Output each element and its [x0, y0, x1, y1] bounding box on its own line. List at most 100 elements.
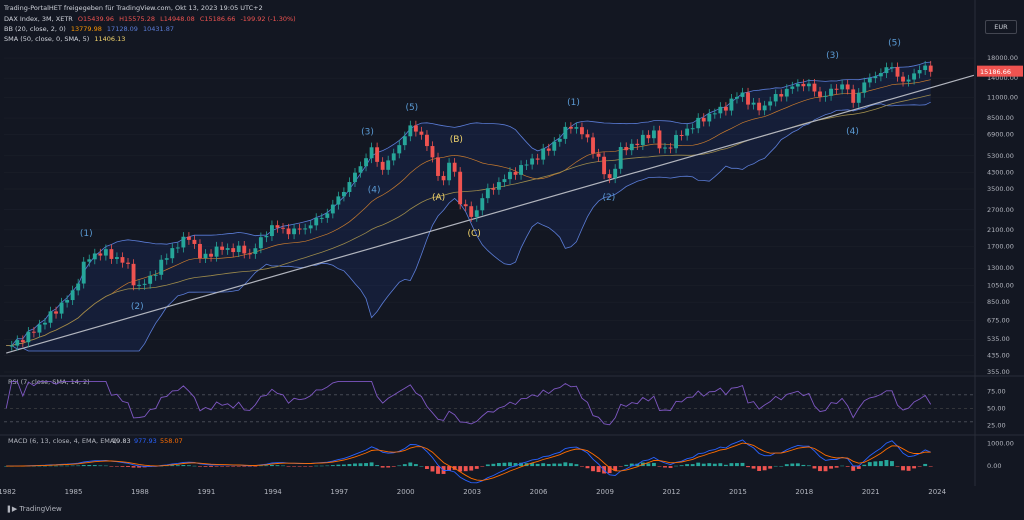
macd-histogram-bar: [657, 466, 662, 467]
candle-body: [867, 78, 872, 83]
macd-histogram-bar: [651, 462, 656, 467]
candle-body: [901, 76, 905, 82]
x-tick-label: 2021: [862, 488, 880, 496]
candle-body: [696, 117, 701, 129]
y-tick-label: 18000.00: [987, 54, 1018, 62]
candle-body: [413, 125, 418, 132]
y-tick-label: 355.00: [987, 368, 1010, 376]
candle-body: [508, 171, 512, 180]
macd-histogram-bar: [624, 464, 629, 467]
x-tick-label: 2015: [729, 488, 747, 496]
currency-button[interactable]: EUR: [985, 20, 1017, 34]
candle-body: [441, 175, 446, 181]
candle-body: [740, 92, 745, 97]
macd-histogram-bar: [795, 463, 800, 467]
candle-body: [408, 125, 413, 137]
symbol-name[interactable]: DAX Index, 3M, XETR: [4, 15, 73, 23]
candle-body: [380, 161, 385, 170]
candle-body: [369, 147, 374, 159]
macd-histogram-bar: [552, 463, 557, 467]
macd-histogram-bar: [845, 466, 850, 467]
candle-body: [242, 245, 247, 254]
candle-body: [447, 162, 452, 181]
candle-body: [928, 65, 933, 72]
candle-body: [823, 95, 828, 97]
trendline: [6, 74, 975, 354]
macd-histogram-bar: [928, 466, 933, 467]
candle-body: [801, 83, 806, 87]
macd-histogram-bar: [275, 465, 280, 467]
candle-body: [557, 138, 562, 142]
wave-label: (5): [888, 39, 901, 49]
macd-histogram-bar: [231, 466, 236, 467]
macd-histogram-bar: [364, 463, 368, 467]
macd-histogram-bar: [353, 463, 357, 467]
candle-body: [535, 158, 540, 160]
macd-histogram-bar: [685, 464, 690, 467]
y-tick-label: 3500.00: [987, 185, 1014, 193]
candle-body: [308, 225, 313, 229]
macd-histogram-bar: [801, 464, 806, 467]
candle-body: [530, 158, 535, 165]
wave-label: (4): [368, 186, 381, 196]
macd-histogram-bar: [419, 466, 424, 467]
macd-histogram-bar: [818, 466, 822, 472]
last-price-tag: [977, 65, 1023, 77]
candle-body: [203, 253, 208, 259]
candle-body: [425, 134, 429, 147]
macd-histogram-bar: [336, 464, 341, 467]
macd-histogram-bar: [203, 466, 208, 467]
bb-lower-line: [6, 101, 931, 352]
wave-label: (1): [80, 229, 93, 239]
candle-body: [319, 217, 324, 219]
y-tick-label: 1700.00: [987, 243, 1014, 251]
macd-histogram-bar: [474, 466, 479, 469]
macd-histogram-bar: [496, 463, 501, 467]
bb-legend[interactable]: BB (20, close, 2, 0) 13779.98 17128.09 1…: [4, 25, 177, 33]
candle-body: [419, 131, 424, 135]
candle-body: [37, 324, 42, 333]
candle-body: [707, 113, 712, 122]
x-tick-label: 2009: [596, 488, 614, 496]
macd-histogram-bar: [281, 465, 285, 467]
candle-body: [186, 236, 191, 240]
candle-body: [286, 228, 291, 235]
candle-body: [175, 247, 180, 249]
macd-histogram-bar: [37, 465, 42, 467]
sma-legend[interactable]: SMA (50, close, 0, SMA, 5) 11406.13: [4, 35, 128, 43]
macd-histogram-bar: [375, 465, 380, 467]
candle-body: [779, 94, 784, 97]
candle-body: [192, 239, 197, 244]
macd-histogram-bar: [54, 465, 58, 467]
macd-histogram-bar: [469, 466, 474, 471]
candle-body: [629, 143, 634, 151]
macd-histogram-bar: [784, 464, 789, 467]
candle-body: [98, 253, 103, 256]
candle-body: [890, 67, 894, 69]
y-tick-label: 4300.00: [987, 169, 1014, 177]
macd-histogram-bar: [762, 466, 767, 471]
candle-body: [26, 331, 31, 343]
macd-histogram-bar: [851, 466, 856, 471]
candle-body: [746, 92, 750, 105]
candle-body: [159, 259, 164, 275]
candle-body: [679, 134, 684, 136]
wave-label: (5): [405, 103, 418, 113]
macd-histogram-bar: [823, 466, 828, 472]
candle-body: [840, 84, 845, 90]
macd-histogram-bar: [425, 466, 429, 469]
macd-histogram-bar: [834, 466, 839, 468]
macd-histogram-bar: [901, 466, 905, 471]
macd-histogram-bar: [701, 463, 706, 467]
y-tick-label: 850.00: [987, 298, 1010, 306]
candle-body: [596, 153, 601, 157]
candle-body: [856, 92, 861, 103]
wave-label: (C): [467, 229, 480, 239]
macd-histogram-bar: [175, 465, 180, 467]
macd-histogram-bar: [308, 466, 313, 467]
candle-body: [519, 165, 523, 175]
candle-body: [214, 246, 219, 257]
candle-body: [795, 83, 800, 87]
macd-histogram-bar: [181, 464, 186, 467]
